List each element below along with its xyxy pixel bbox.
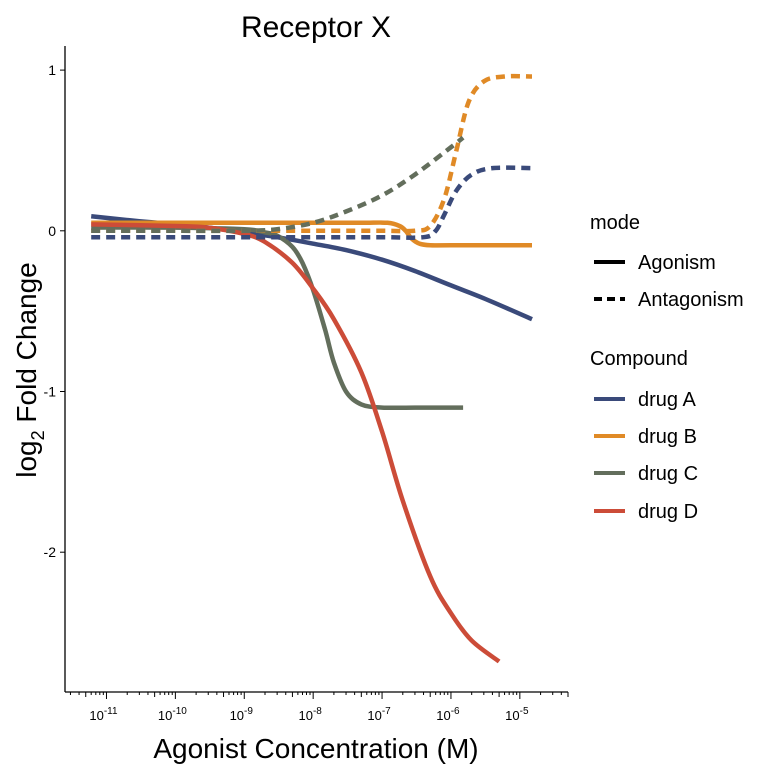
x-tick-label: 10-10	[158, 706, 187, 723]
x-tick-base: 10	[505, 708, 519, 723]
legend-label-drug-c: drug C	[638, 463, 698, 485]
y-axis-label-subscript: 2	[28, 430, 48, 440]
x-tick-exponent: -9	[244, 706, 253, 717]
x-axis-label: Agonist Concentration (M)	[153, 733, 478, 764]
x-tick-exponent: -7	[382, 706, 391, 717]
y-tick-label: -1	[44, 383, 57, 399]
x-tick-base: 10	[89, 708, 103, 723]
series-line-drug-c-agonism	[91, 225, 464, 411]
x-tick-base: 10	[298, 708, 312, 723]
x-tick-base: 10	[436, 708, 450, 723]
y-axis-label: log2 Fold Change	[11, 262, 48, 478]
x-tick-exponent: -10	[172, 706, 187, 717]
legend-mode-title: mode	[590, 212, 640, 234]
y-ticks: 1 0 -1 -2	[44, 62, 65, 560]
series-line-drug-c-antagonism	[91, 135, 465, 234]
y-axis-label-main: log	[11, 440, 42, 477]
x-tick-base: 10	[367, 708, 381, 723]
legend-label-drug-d: drug D	[638, 501, 698, 523]
series-line-drug-a-antagonism	[91, 165, 533, 240]
chart-title: Receptor X	[241, 11, 391, 44]
x-tick-exponent: -8	[313, 706, 322, 717]
y-axis-label-rest: Fold Change	[11, 262, 42, 430]
legend: mode Agonism Antagonism Compound drug A …	[590, 212, 744, 523]
x-tick-exponent: -5	[520, 706, 529, 717]
x-tick-base: 10	[158, 708, 172, 723]
series-layer	[90, 73, 533, 664]
legend-label-antagonism: Antagonism	[638, 289, 744, 311]
x-tick-label: 10-11	[89, 706, 118, 723]
legend-compound-title: Compound	[590, 348, 688, 370]
x-tick-label: 10-7	[367, 706, 391, 723]
x-tick-label: 10-6	[436, 706, 460, 723]
x-ticks: 10-11 10-10 10-9 10-8 10-7 10-6 10-5	[69, 692, 569, 723]
series-line-drug-b-agonism	[91, 220, 532, 248]
y-tick-label: 0	[48, 223, 56, 239]
x-tick-label: 10-9	[230, 706, 254, 723]
series-line-drug-b-antagonism	[91, 73, 533, 234]
series-line-drug-d-agonism	[91, 222, 501, 664]
legend-label-drug-a: drug A	[638, 389, 696, 411]
legend-label-agonism: Agonism	[638, 252, 716, 274]
legend-label-drug-b: drug B	[638, 426, 697, 448]
x-tick-label: 10-8	[298, 706, 322, 723]
y-tick-label: -2	[44, 544, 57, 560]
y-tick-label: 1	[48, 62, 56, 78]
x-tick-exponent: -6	[451, 706, 460, 717]
x-tick-label: 10-5	[505, 706, 529, 723]
x-tick-exponent: -11	[104, 706, 118, 717]
x-tick-base: 10	[230, 708, 244, 723]
